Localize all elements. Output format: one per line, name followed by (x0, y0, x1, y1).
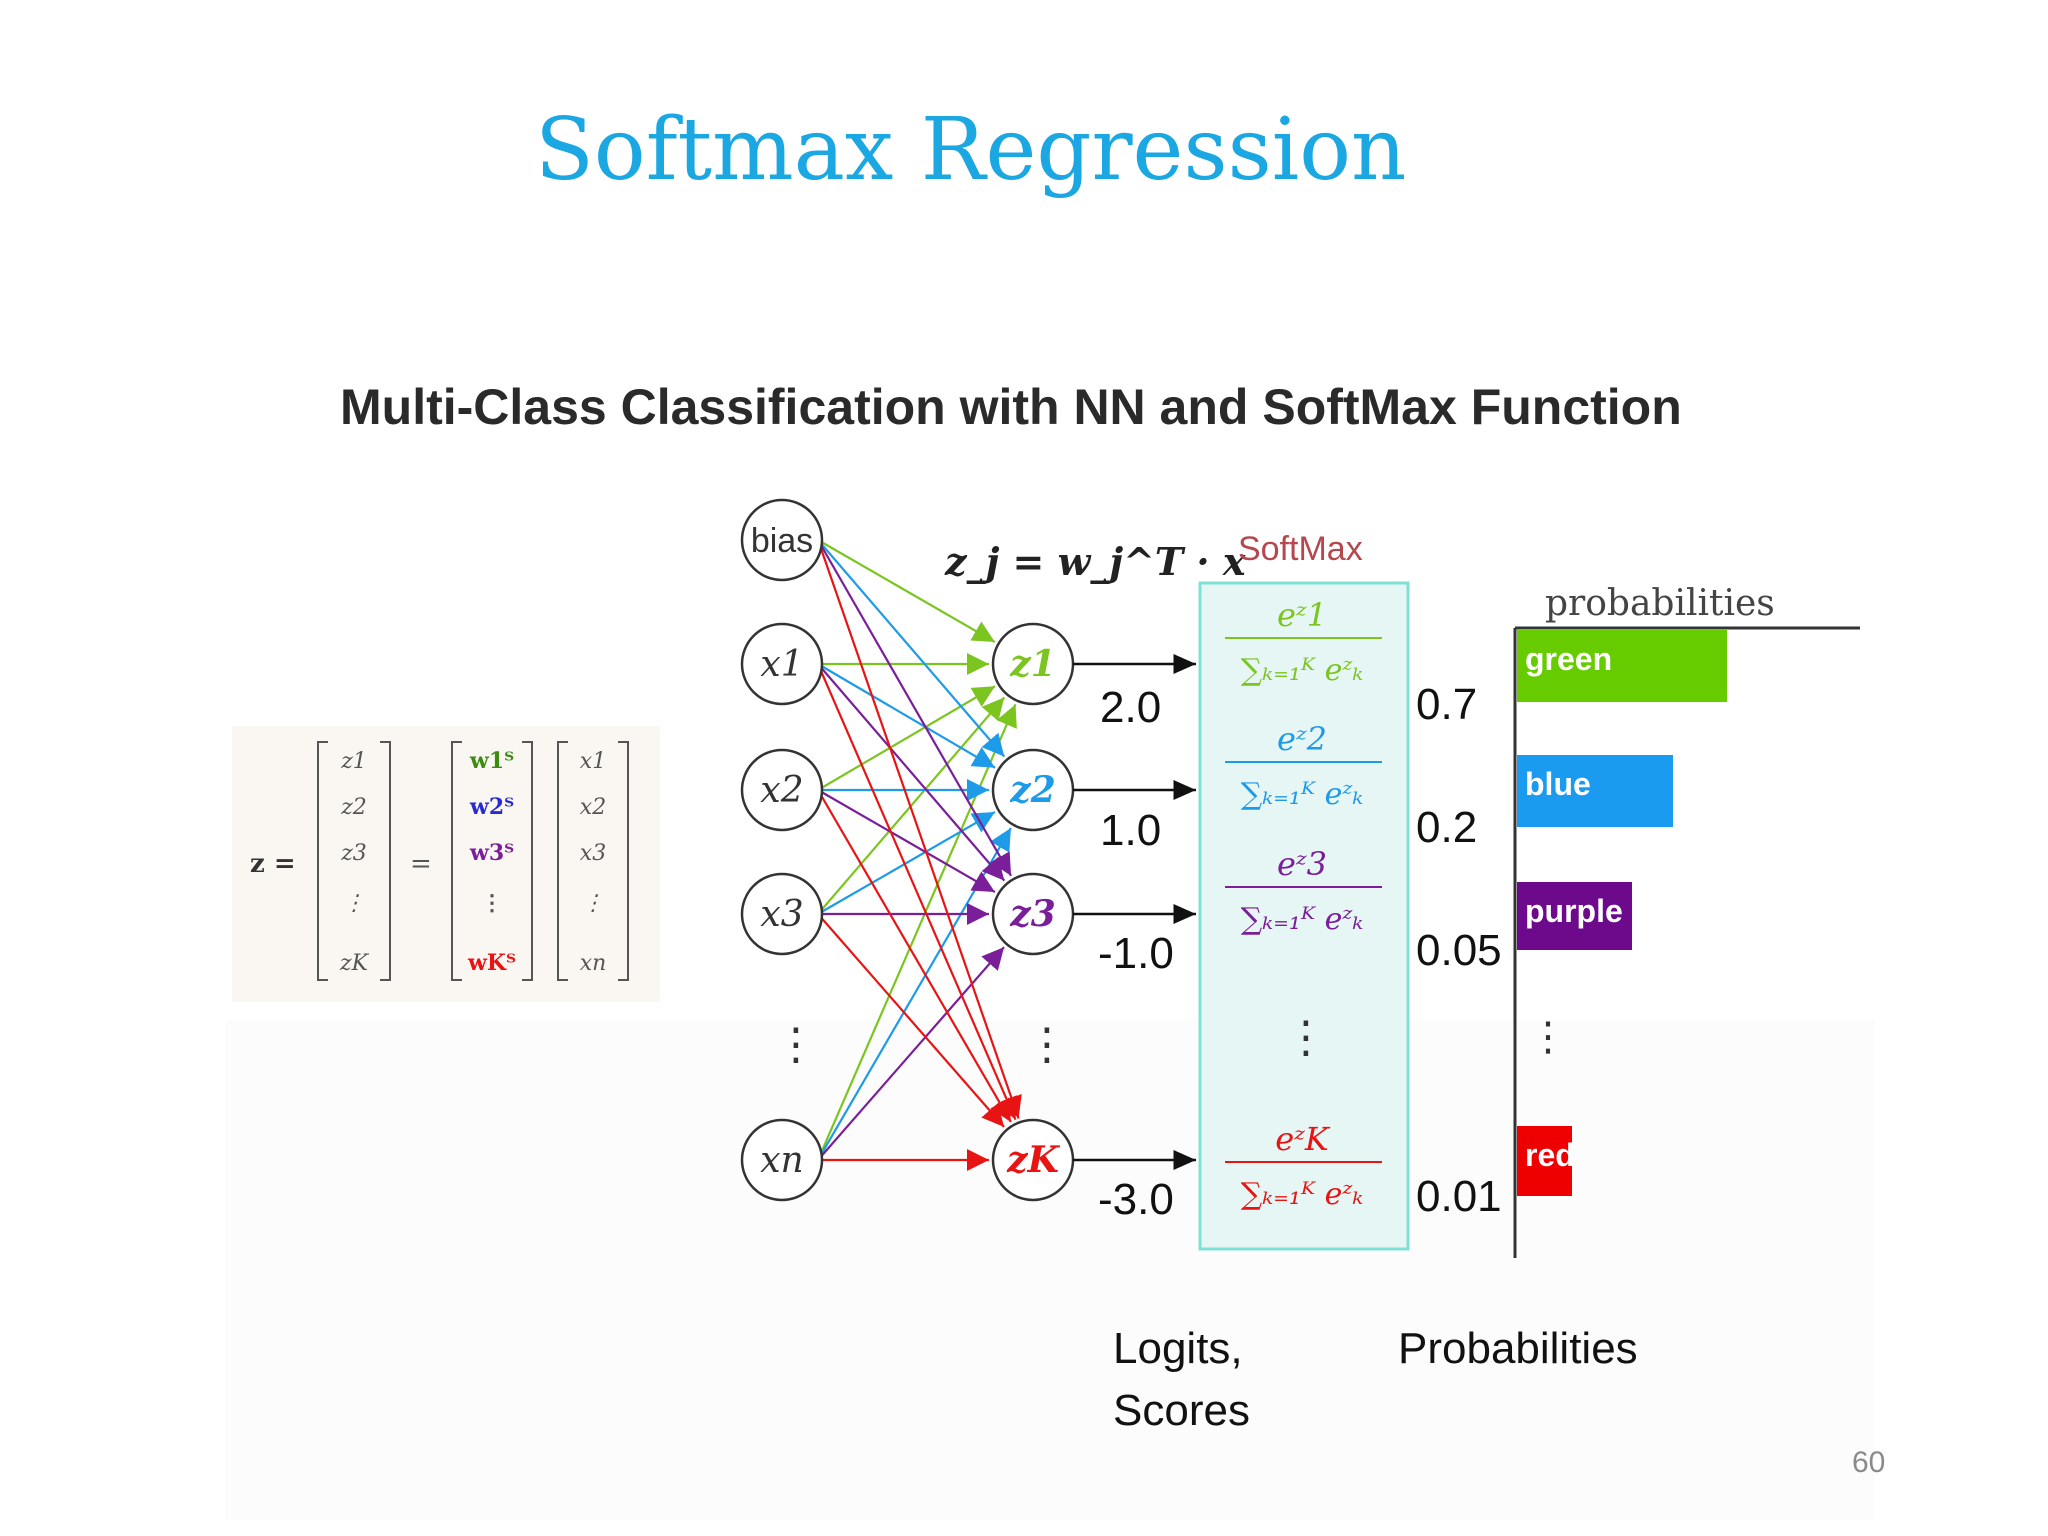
matrix-x-entry: x1 (580, 749, 606, 774)
matrix-bracket (618, 741, 629, 981)
matrix-w-entry: w3ᵀ (469, 840, 514, 866)
softmax-numerator: eᶻ1 (1277, 596, 1327, 634)
softmax-numerator: eᶻ3 (1277, 845, 1327, 883)
matrix-z-entry: z1 (340, 749, 367, 774)
connection-edge (817, 913, 1005, 1128)
input-ellipsis: ⋮ (774, 1019, 818, 1070)
softmax-denominator: ∑ₖ₌₁ᴷ eᶻₖ (1241, 653, 1364, 688)
probability-value: 0.7 (1416, 680, 1478, 729)
logits-caption: Logits, Scores (1113, 1318, 1250, 1442)
matrix-z-entry: zK (339, 951, 370, 976)
softmax-box (1198, 581, 1410, 1251)
logit-value: 1.0 (1100, 806, 1162, 855)
connection-edge (816, 539, 1022, 1119)
logit-value: 2.0 (1100, 683, 1162, 732)
input-node-label: xn (760, 1140, 804, 1181)
connection-edge (817, 811, 996, 915)
input-node-label: x3 (760, 894, 803, 935)
logits-caption-line2: Scores (1113, 1386, 1250, 1435)
matrix-equals: = (410, 849, 432, 879)
probability-bar-label: red (1525, 1137, 1575, 1173)
matrix-x-entry: x3 (580, 841, 606, 866)
network-connections (816, 539, 1022, 1171)
softmax-denominator: ∑ₖ₌₁ᴷ eᶻₖ (1241, 777, 1364, 812)
probability-value: 0.05 (1416, 926, 1502, 975)
matrix-equation: z = = z1 z2 z3 ⋮ zK w1ᵀ w2ᵀ w3ᵀ ⋮ wKᵀ x1 x2 x3 ⋮ xn (250, 741, 629, 981)
matrix-bracket (557, 741, 568, 981)
matrix-w-entry: ⋮ (481, 890, 503, 916)
probability-bar (1517, 1126, 1572, 1196)
connection-edge (816, 663, 1017, 1121)
slide-title: Softmax Regression (535, 100, 1407, 200)
probability-bar-label: green (1525, 641, 1612, 677)
input-node (740, 498, 824, 582)
probabilities-header: probabilities (1545, 583, 1775, 624)
output-node-label: z3 (1009, 893, 1056, 935)
output-node-label: z1 (1009, 643, 1056, 685)
output-node-label: zK (1006, 1139, 1060, 1181)
input-node-label: x2 (760, 770, 803, 811)
input-node (740, 622, 824, 706)
matrix-z-entry: z3 (340, 841, 367, 866)
connection-edge (817, 539, 1006, 758)
diagram-panel (225, 1020, 1875, 1520)
diagram-title: Multi-Class Classification with NN and S… (340, 379, 1682, 435)
page-number: 60 (1852, 1446, 1886, 1479)
input-layer: bias x1 x2 x3 ⋮ xn (740, 498, 824, 1202)
logit-arrows (1073, 654, 1196, 1170)
softmax-denominator: ∑ₖ₌₁ᴷ eᶻₖ (1241, 902, 1364, 937)
probability-value: 0.2 (1416, 803, 1478, 852)
matrix-bracket (522, 741, 533, 981)
softmax-label: SoftMax (1238, 530, 1363, 568)
matrix-panel (232, 726, 660, 1002)
matrix-x-entry: x2 (580, 795, 606, 820)
input-node (740, 872, 824, 956)
matrix-bracket (317, 741, 328, 981)
matrix-x-entry: xn (580, 951, 607, 976)
matrix-lhs: z = (250, 849, 296, 879)
softmax-ellipsis: ⋮ (1284, 1012, 1328, 1063)
probability-bar (1517, 882, 1632, 950)
connection-edge (817, 663, 1006, 882)
probabilities-caption: Probabilities (1398, 1324, 1638, 1373)
connection-edge (817, 946, 1005, 1161)
connection-edge (817, 789, 1012, 1123)
connection-edge (817, 789, 996, 893)
matrix-bracket (451, 741, 462, 981)
matrix-z-entry: ⋮ (343, 891, 365, 916)
logit-value: -3.0 (1098, 1175, 1174, 1224)
probability-bar (1517, 630, 1727, 702)
softmax-numerator: eᶻ2 (1277, 720, 1327, 758)
softmax-fractions: eᶻ1 ∑ₖ₌₁ᴷ eᶻₖ eᶻ2 ∑ₖ₌₁ᴷ eᶻₖ eᶻ3 ∑ₖ₌₁ᴷ eᶻₖ eᶻK ∑… (1225, 596, 1382, 1212)
prob-ellipsis: ⋮ (1528, 1014, 1568, 1060)
formula: z_j = w_j^T · x (944, 539, 1247, 584)
output-ellipsis: ⋮ (1025, 1019, 1069, 1070)
matrix-z-entry: z2 (340, 795, 367, 820)
input-node (740, 748, 824, 832)
matrix-bracket (380, 741, 391, 981)
probability-bars: green blue purple red (1517, 630, 1727, 1196)
matrix-w-entry: w1ᵀ (469, 748, 514, 774)
matrix-w-entry: wKᵀ (467, 950, 516, 976)
input-node-label: bias (751, 522, 813, 560)
logits-caption-line1: Logits, (1113, 1324, 1243, 1373)
output-node-label: z2 (1009, 769, 1056, 811)
input-node-label: x1 (760, 644, 803, 685)
logit-value: -1.0 (1098, 929, 1174, 978)
matrix-x-entry: ⋮ (582, 891, 604, 916)
output-layer: z1 z2 z3 ⋮ zK (991, 622, 1075, 1202)
probability-bar (1517, 755, 1673, 827)
connection-edge (817, 539, 996, 643)
connection-edge (817, 663, 996, 769)
matrix-w-entry: w2ᵀ (469, 794, 514, 820)
probability-bar-label: blue (1525, 766, 1591, 802)
input-node (740, 1118, 824, 1202)
probability-bar-label: purple (1525, 893, 1623, 929)
softmax-denominator: ∑ₖ₌₁ᴷ eᶻₖ (1241, 1177, 1364, 1212)
connection-edge (817, 685, 996, 791)
probability-value: 0.01 (1416, 1172, 1502, 1221)
connection-edge (817, 539, 1013, 877)
softmax-numerator: eᶻK (1275, 1120, 1331, 1158)
